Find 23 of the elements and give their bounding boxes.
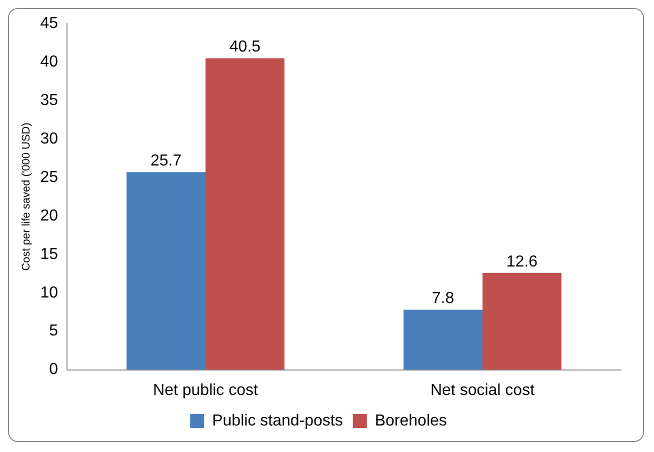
legend-label: Public stand-posts bbox=[212, 412, 343, 430]
bar bbox=[126, 172, 206, 370]
y-tick-label: 5 bbox=[49, 322, 58, 340]
y-tick-label: 35 bbox=[40, 92, 58, 109]
data-label: 12.6 bbox=[506, 253, 538, 270]
data-label: 40.5 bbox=[229, 38, 261, 56]
y-axis-title: Cost per life saved ('000 USD) bbox=[20, 122, 33, 271]
data-label: 7.8 bbox=[432, 290, 454, 308]
y-tick-label: 25 bbox=[40, 168, 58, 186]
bar bbox=[206, 58, 284, 370]
data-label: 25.7 bbox=[150, 152, 182, 170]
legend-label: Boreholes bbox=[374, 412, 447, 430]
x-tick-label: Net public cost bbox=[153, 382, 259, 399]
y-tick-label: 40 bbox=[40, 53, 58, 70]
x-tick-label: Net social cost bbox=[430, 382, 536, 399]
y-tick-label: 45 bbox=[40, 15, 58, 32]
y-tick-label: 0 bbox=[49, 361, 58, 378]
y-tick-label: 20 bbox=[40, 207, 58, 224]
y-tick-label: 10 bbox=[40, 284, 58, 302]
y-tick-label: 15 bbox=[40, 246, 58, 263]
y-tick-label: 30 bbox=[40, 130, 58, 148]
bar bbox=[482, 272, 562, 370]
bar bbox=[404, 310, 482, 370]
